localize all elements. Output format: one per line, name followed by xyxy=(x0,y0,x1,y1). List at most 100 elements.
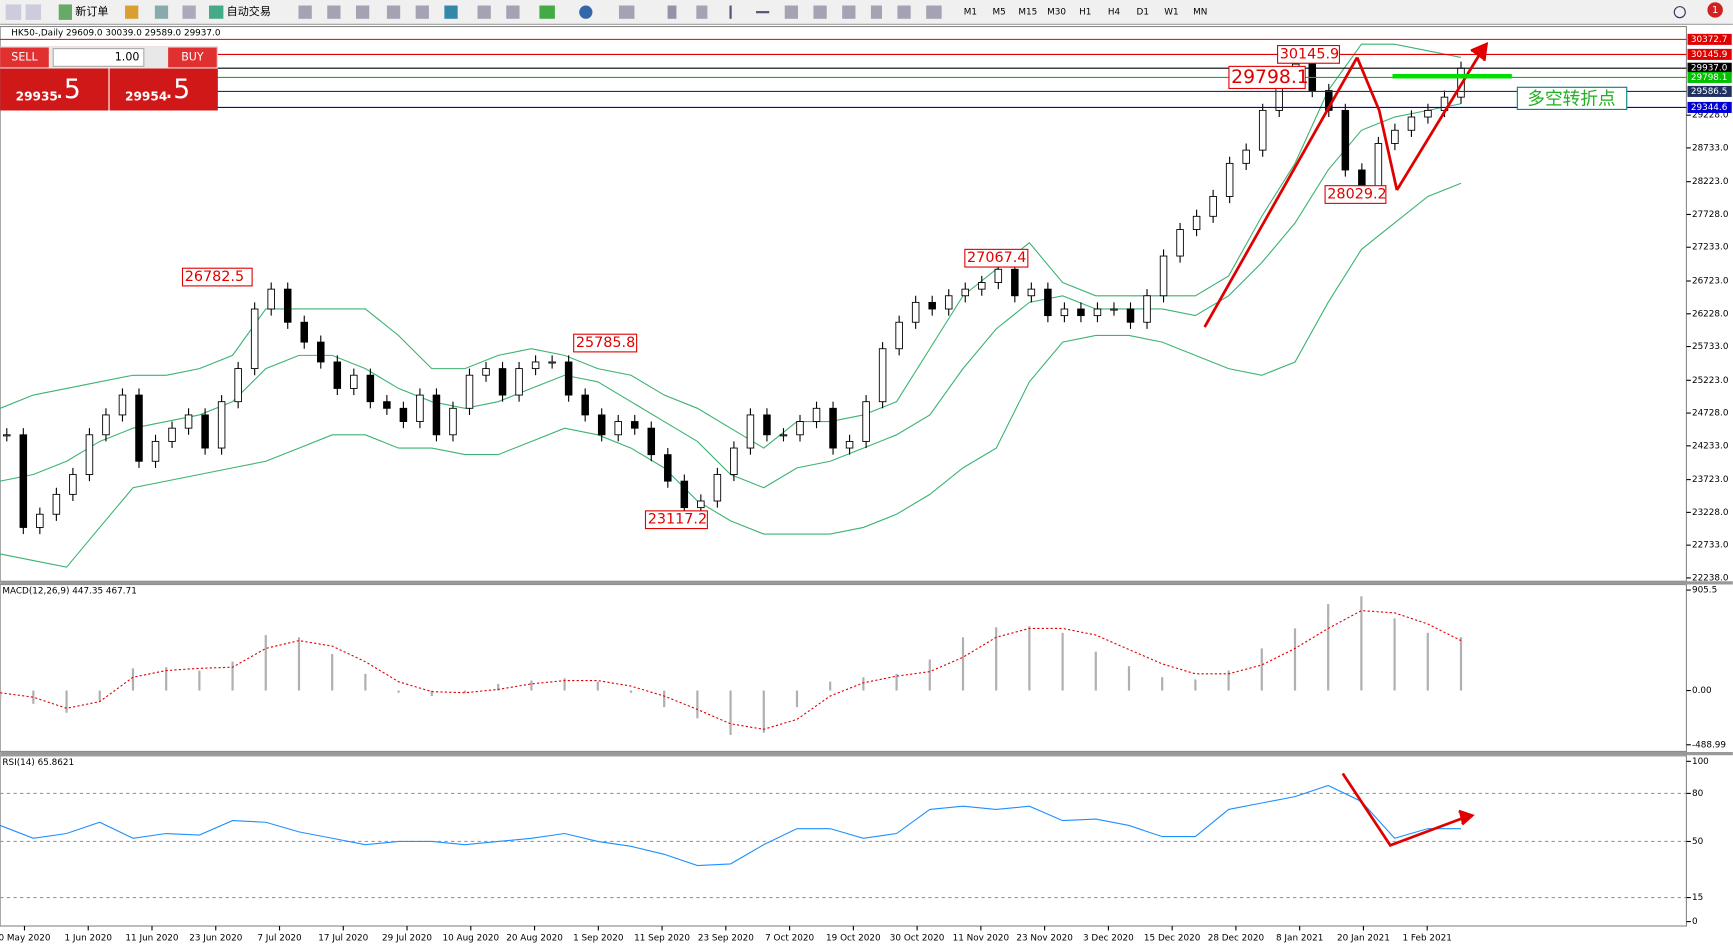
x-tick-label: 3 Dec 2020 xyxy=(1083,934,1134,944)
price-annotation-box xyxy=(1228,65,1306,90)
timeframe[interactable]: MN xyxy=(1193,8,1207,18)
sell-price[interactable]: 29935 xyxy=(16,90,58,104)
note: 多空转折点 xyxy=(1527,88,1615,109)
trend-arrows xyxy=(1203,41,1489,848)
candle xyxy=(19,434,28,528)
buy-price[interactable]: 29954 xyxy=(125,90,167,104)
chart-header: HK50-,Daily 29609.0 30039.0 29589.0 2993… xyxy=(11,29,221,39)
new-order[interactable]: 新订单 xyxy=(75,4,108,18)
price-annotation: 27067.4 xyxy=(967,250,1026,266)
candle xyxy=(498,368,507,396)
notification[interactable] xyxy=(1707,2,1723,18)
timeframe[interactable]: H1 xyxy=(1079,8,1091,18)
price-annotation: 29798.1 xyxy=(1231,67,1309,88)
icon[interactable] xyxy=(154,5,169,19)
x-tick-label: 10 Aug 2020 xyxy=(443,934,500,944)
candle xyxy=(697,500,705,509)
candle xyxy=(548,361,556,364)
price-annotation: 28029.2 xyxy=(1327,187,1386,203)
candle xyxy=(614,421,622,436)
price-tag xyxy=(1687,48,1732,60)
candle xyxy=(978,282,986,290)
price-tag-label: 29798.1 xyxy=(1691,73,1728,83)
search[interactable] xyxy=(1673,6,1686,19)
price-annotation-box xyxy=(573,333,638,353)
y-tick-label: 24233.0 xyxy=(1692,441,1729,451)
candle xyxy=(1159,255,1168,297)
x-tick-label: 11 Nov 2020 xyxy=(953,934,1010,944)
candle xyxy=(1209,196,1217,217)
candle xyxy=(3,434,11,437)
buy-button[interactable] xyxy=(168,47,217,68)
candle xyxy=(201,414,209,449)
candle xyxy=(416,394,424,422)
y-tick-label: 15 xyxy=(1692,893,1703,903)
timeframe[interactable]: D1 xyxy=(1137,8,1149,18)
y-tick-label: 22733.0 xyxy=(1692,541,1729,551)
price-tag-label: 30145.9 xyxy=(1691,50,1728,60)
x-tick-label: 1 Feb 2021 xyxy=(1403,934,1452,944)
timeframe[interactable]: M30 xyxy=(1047,8,1066,18)
icon[interactable] xyxy=(182,5,196,19)
candle xyxy=(1044,288,1052,317)
x-tick-label: 7 Oct 2020 xyxy=(765,934,814,944)
icon[interactable] xyxy=(125,5,139,19)
icon[interactable] xyxy=(209,5,224,19)
price-annotation-box xyxy=(964,248,1029,268)
price-annotation-box xyxy=(181,267,253,287)
candle xyxy=(796,421,804,436)
y-tick-label: 29228.0 xyxy=(1692,111,1729,121)
sell-label: SELL xyxy=(11,50,38,63)
buy-label: BUY xyxy=(181,50,204,63)
candle xyxy=(1424,109,1432,118)
candle xyxy=(168,427,176,442)
volume: 1.00 xyxy=(115,50,140,63)
tool-icons[interactable] xyxy=(298,5,942,19)
candle xyxy=(135,394,143,462)
auto-trading[interactable]: 自动交易 xyxy=(227,4,271,18)
y-tick-label: 24728.0 xyxy=(1692,409,1729,419)
timeframe[interactable]: M15 xyxy=(1018,8,1037,18)
candle xyxy=(350,374,358,389)
buy-pips[interactable]: .5 xyxy=(165,74,190,105)
timeframe[interactable]: M5 xyxy=(992,8,1005,18)
y-tick-label: 80 xyxy=(1692,789,1704,799)
x-tick-label: 7 Jul 2020 xyxy=(257,934,302,944)
candle xyxy=(647,427,656,456)
y-tick-label: 905.5 xyxy=(1692,586,1717,596)
candle xyxy=(664,454,672,482)
x-tick-label: 30 Oct 2020 xyxy=(890,934,945,944)
price-annotation-box xyxy=(1277,45,1341,64)
candle xyxy=(829,407,837,449)
icon[interactable] xyxy=(25,4,42,20)
candle xyxy=(1407,116,1416,131)
candle xyxy=(465,374,474,409)
sell-button[interactable] xyxy=(0,47,49,68)
candle xyxy=(928,301,936,310)
volume-input[interactable] xyxy=(52,48,145,67)
y-tick-label: 0.00 xyxy=(1692,686,1712,696)
timeframe[interactable]: H4 xyxy=(1108,8,1121,18)
sell-pips[interactable]: .5 xyxy=(55,74,80,105)
candle xyxy=(1374,143,1383,191)
x-tick-label: 8 Jan 2021 xyxy=(1276,934,1323,944)
x-tick-label: 0 May 2020 xyxy=(0,934,51,944)
candle xyxy=(1110,308,1118,311)
y-tick-label: 27233.0 xyxy=(1692,243,1729,253)
x-tick-label: 20 Aug 2020 xyxy=(506,934,563,944)
price-annotation: 25785.8 xyxy=(576,335,635,351)
candle xyxy=(1060,308,1069,317)
icon[interactable] xyxy=(5,4,22,20)
candle xyxy=(994,268,1003,283)
x-tick-label: 23 Sep 2020 xyxy=(698,934,754,944)
timeframe[interactable]: W1 xyxy=(1164,8,1178,18)
candle xyxy=(680,480,689,509)
icon[interactable] xyxy=(58,4,72,20)
candle xyxy=(911,301,920,323)
signal-line xyxy=(0,610,1462,730)
timeframe[interactable]: M1 xyxy=(964,8,977,18)
one-click-panel: SELL 1.00 BUY 29935 .5 29954 .5 xyxy=(0,46,218,111)
candle xyxy=(118,394,127,416)
candle xyxy=(779,434,788,437)
rsi-line xyxy=(0,784,1461,867)
